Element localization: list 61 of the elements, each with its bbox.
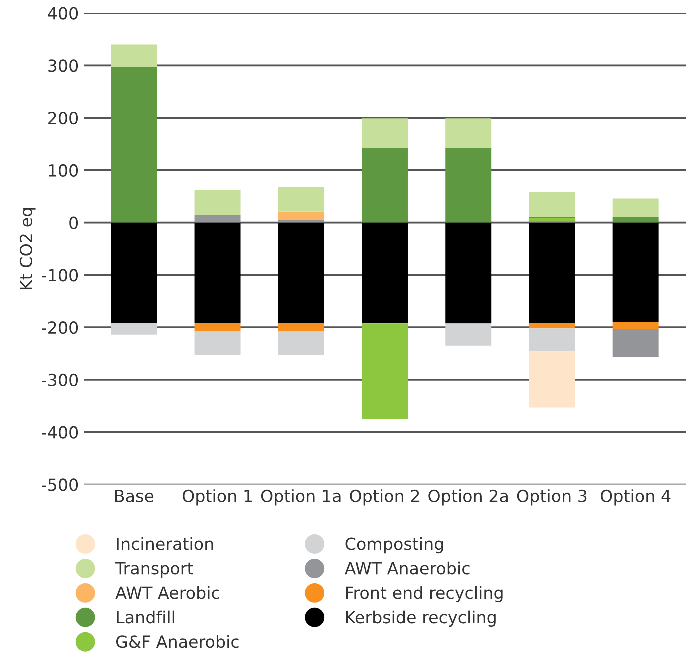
bar [111, 44, 158, 68]
legend-label: G&F Anaerobic [116, 635, 239, 648]
bar [111, 323, 158, 335]
y-tick-label: 400 [48, 7, 78, 20]
y-tick-label: 300 [48, 60, 78, 72]
x-tick-label: Option 4 [601, 490, 671, 506]
bar [529, 222, 576, 324]
legend-label: AWT Aerobic [116, 586, 220, 600]
legend-label: Transport [116, 562, 194, 578]
bar [446, 148, 492, 223]
bar [529, 218, 576, 222]
bar [111, 222, 158, 324]
y-tick-label: 100 [49, 164, 78, 177]
bar [612, 222, 659, 322]
y-tick-label: -400 [42, 426, 78, 439]
y-tick-label: -200 [42, 322, 78, 334]
bar [194, 190, 241, 215]
bar [446, 118, 492, 148]
x-tick-label: Base [116, 490, 154, 502]
x-tick-label: Option 2a [428, 490, 508, 506]
legend-label: Composting [346, 537, 444, 554]
bar [362, 118, 408, 148]
bar [612, 217, 659, 223]
legend-label: Incineration [117, 537, 214, 550]
y-tick-label: 200 [48, 112, 78, 125]
legend-label: Kerbside recycling [346, 610, 496, 627]
bar [278, 212, 324, 220]
x-tick-label: Option 1a [261, 490, 341, 506]
bar [278, 220, 324, 223]
bar [362, 324, 408, 420]
bar [612, 322, 659, 330]
bar [278, 187, 324, 212]
y-tick-label: -500 [42, 478, 78, 492]
y-tick-label: -300 [42, 374, 78, 387]
bar [529, 328, 576, 352]
legend-label: Front end recycling [346, 586, 503, 602]
bar [446, 324, 492, 346]
bar [362, 148, 408, 223]
bar [529, 323, 576, 329]
x-tick-label: Option 3 [517, 490, 587, 506]
bar [446, 222, 492, 324]
bar [194, 332, 241, 356]
bar [278, 222, 324, 324]
x-tick-label: Option 1 [182, 490, 252, 506]
bar [194, 222, 241, 324]
bar [362, 222, 408, 324]
y-tick-label: 0 [70, 216, 78, 230]
bar [278, 323, 324, 332]
y-axis-title: Kt CO2 eq [20, 208, 36, 290]
legend-label: AWT Anaerobic [344, 562, 470, 575]
bar [194, 323, 241, 332]
bar [194, 214, 241, 223]
legend-label: Landfill [117, 610, 174, 624]
bar [612, 329, 659, 358]
bar [612, 198, 659, 218]
bar [529, 352, 576, 408]
bar [278, 332, 324, 356]
y-tick-label: -100 [42, 269, 78, 282]
bar [529, 192, 576, 218]
bar [111, 67, 158, 223]
x-tick-label: Option 2 [350, 490, 420, 506]
